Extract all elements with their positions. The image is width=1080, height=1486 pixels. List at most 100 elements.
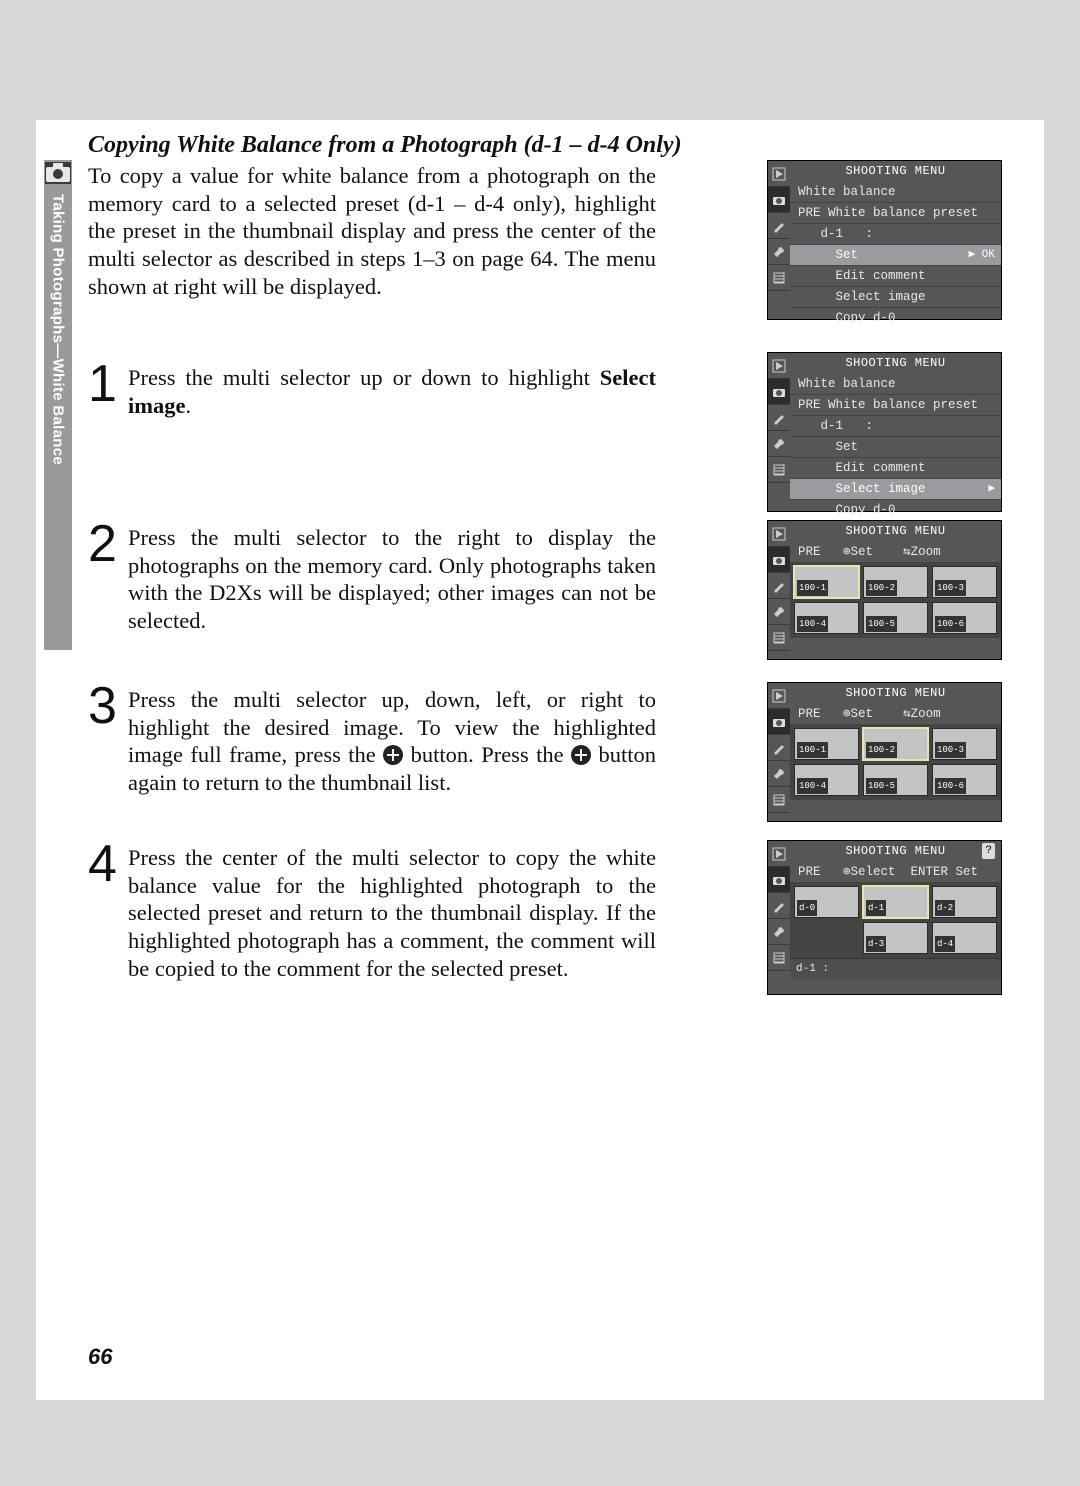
thumbnail: d-4 [932, 922, 997, 954]
menu-tab-strip [768, 521, 790, 659]
thumbnail: 100-4 [794, 764, 859, 796]
menu-row: White balance [790, 182, 1001, 202]
menu-tab-strip [768, 353, 790, 511]
thumbnail: 100-1 [794, 728, 859, 760]
menu-tab-strip [768, 841, 790, 994]
step-text: but­ton. Press the [403, 742, 571, 767]
menu-row-selected: Select image▶ [790, 478, 1001, 499]
thumbnail: d-1 [863, 886, 928, 918]
thumbnail: 100-2 [863, 566, 928, 598]
recent-tab-icon [768, 625, 790, 651]
help-icon: ? [982, 843, 995, 859]
wrench-tab-icon [768, 239, 790, 265]
thumbnail: 100-5 [863, 602, 928, 634]
recent-tab-icon [768, 265, 790, 291]
playback-tab-icon [768, 841, 790, 867]
thumbnail: 100-3 [932, 728, 997, 760]
ok-indicator: ▶ OK [969, 247, 995, 263]
step-4: 4 Press the center of the multi selector… [88, 844, 688, 982]
menu-screenshot-5: ? SHOOTING MENU PRE ⊕Select ENTER Set d-… [767, 840, 1002, 995]
playback-tab-icon [768, 353, 790, 379]
menu-row: Edit comment [790, 265, 1001, 286]
zoom-button-icon [383, 745, 403, 765]
step-number: 2 [88, 518, 117, 570]
thumbnail: 100-5 [863, 764, 928, 796]
thumbnail: 100-6 [932, 764, 997, 796]
recent-tab-icon [768, 457, 790, 483]
pencil-tab-icon [768, 735, 790, 761]
menu-row: Copy d-0 [790, 499, 1001, 520]
thumbnail: 100-6 [932, 602, 997, 634]
shooting-tab-icon [768, 547, 790, 573]
manual-page: Copying White Balance from a Photograph … [36, 120, 1044, 1400]
shooting-tab-icon [768, 379, 790, 405]
wrench-tab-icon [768, 431, 790, 457]
thumbnail: 100-1 [794, 566, 859, 598]
step-body: Press the multi selector to the right to… [128, 524, 656, 635]
menu-screenshot-3: SHOOTING MENU PRE ⊕Set ⇆Zoom 100-1 100-2… [767, 520, 1002, 660]
section-tab: Taking Photographs—White Balance [44, 160, 72, 650]
menu-row: PRE White balance preset [790, 202, 1001, 223]
camera-icon [45, 162, 71, 184]
menu-tab-strip [768, 683, 790, 821]
menu-screenshot-4: SHOOTING MENU PRE ⊕Set ⇆Zoom 100-1 100-2… [767, 682, 1002, 822]
zoom-button-icon [571, 745, 591, 765]
shooting-tab-icon [768, 867, 790, 893]
thumbnail: d-2 [932, 886, 997, 918]
menu-title: SHOOTING MENU [790, 161, 1001, 182]
step-3: 3 Press the multi selector up, down, lef… [88, 686, 688, 797]
menu-row: Select image [790, 286, 1001, 307]
thumbnail: 100-3 [932, 566, 997, 598]
pencil-tab-icon [768, 573, 790, 599]
menu-tab-strip [768, 161, 790, 319]
step-text: . [185, 393, 191, 418]
pencil-tab-icon [768, 405, 790, 431]
thumbnail-grid: d-0 d-1 d-2 d-3 d-4 [790, 882, 1001, 958]
wrench-tab-icon [768, 919, 790, 945]
recent-tab-icon [768, 787, 790, 813]
menu-header-row: PRE ⊕Select ENTER Set [790, 862, 1001, 882]
step-body: Press the center of the multi selector t… [128, 844, 656, 982]
menu-header-row: PRE ⊕Set ⇆Zoom [790, 542, 1001, 562]
menu-row: PRE White balance preset [790, 394, 1001, 415]
thumbnail-grid: 100-1 100-2 100-3 100-4 100-5 100-6 [790, 724, 1001, 800]
section-tab-label: Taking Photographs—White Balance [50, 186, 67, 475]
menu-row: d-1 : [790, 415, 1001, 436]
thumbnail: d-0 [794, 886, 859, 918]
menu-title: SHOOTING MENU [790, 841, 1001, 862]
step-text: Press the multi selector up or down to h… [128, 365, 600, 390]
thumbnail: d-3 [863, 922, 928, 954]
menu-title: SHOOTING MENU [790, 521, 1001, 542]
recent-tab-icon [768, 945, 790, 971]
shooting-tab-icon [768, 709, 790, 735]
playback-tab-icon [768, 683, 790, 709]
page-number: 66 [88, 1344, 112, 1370]
thumbnail: 100-2 [863, 728, 928, 760]
step-1: 1 Press the multi selector up or down to… [88, 364, 688, 419]
step-number: 4 [88, 838, 117, 890]
menu-status-bar: d-1 : [790, 958, 1001, 979]
step-body: Press the multi selector up or down to h… [128, 364, 656, 419]
menu-row: Copy d-0 [790, 307, 1001, 328]
menu-content: SHOOTING MENU PRE ⊕Select ENTER Set d-0 … [790, 841, 1001, 979]
step-number: 1 [88, 358, 117, 410]
menu-content: SHOOTING MENU White balance PRE White ba… [790, 161, 1001, 328]
menu-content: SHOOTING MENU White balance PRE White ba… [790, 353, 1001, 520]
step-number: 3 [88, 680, 117, 732]
menu-title: SHOOTING MENU [790, 353, 1001, 374]
thumbnail-grid: 100-1 100-2 100-3 100-4 100-5 100-6 [790, 562, 1001, 638]
pencil-tab-icon [768, 213, 790, 239]
menu-row: Edit comment [790, 457, 1001, 478]
menu-title: SHOOTING MENU [790, 683, 1001, 704]
arrow-indicator: ▶ [988, 481, 995, 497]
menu-row: Set [790, 436, 1001, 457]
playback-tab-icon [768, 521, 790, 547]
wrench-tab-icon [768, 599, 790, 625]
playback-tab-icon [768, 161, 790, 187]
menu-row-selected: Set▶ OK [790, 244, 1001, 265]
step-2: 2 Press the multi selector to the right … [88, 524, 688, 635]
section-heading: Copying White Balance from a Photograph … [88, 132, 682, 159]
menu-header-row: PRE ⊕Set ⇆Zoom [790, 704, 1001, 724]
menu-screenshot-2: SHOOTING MENU White balance PRE White ba… [767, 352, 1002, 512]
menu-screenshot-1: SHOOTING MENU White balance PRE White ba… [767, 160, 1002, 320]
